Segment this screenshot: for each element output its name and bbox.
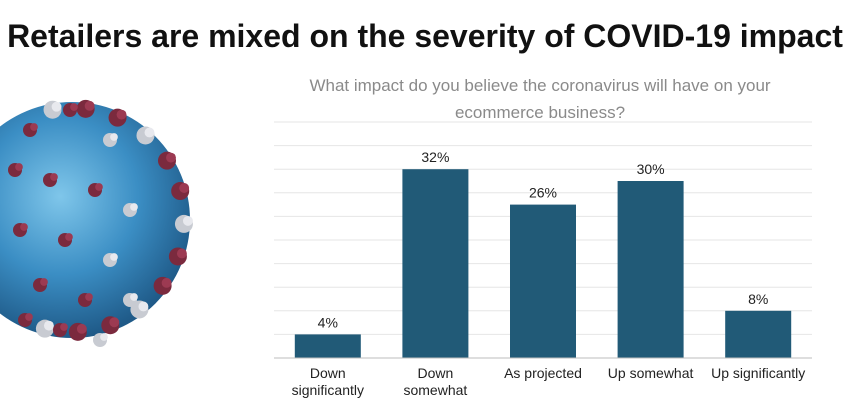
virus-spike-highlight <box>100 333 108 341</box>
virus-spike-highlight <box>43 320 54 331</box>
virus-spike-highlight <box>51 101 62 112</box>
virus-spike-highlight <box>65 233 73 241</box>
coronavirus-image <box>0 99 193 347</box>
virus-spike-highlight <box>70 103 78 111</box>
virus-spike-highlight <box>109 317 120 328</box>
bars <box>294 169 792 358</box>
bar <box>725 310 792 358</box>
virus-spike-highlight <box>84 100 95 111</box>
category-label: As projected <box>504 365 582 381</box>
virus-spike-highlight <box>116 109 127 120</box>
virus-spike-highlight <box>50 173 58 181</box>
virus-spike-highlight <box>40 278 48 286</box>
virus-spike-highlight <box>110 133 118 141</box>
bar-value-label: 26% <box>529 185 557 201</box>
category-label: Up somewhat <box>608 365 694 381</box>
category-labels: Down significantly Down somewhat As projecte… <box>292 365 806 398</box>
virus-spike-highlight <box>138 301 149 312</box>
virus-spike-highlight <box>30 123 38 131</box>
bar-value-label: 8% <box>748 291 768 307</box>
category-label: Down somewhat <box>403 365 467 398</box>
category-label: Up significantly <box>711 365 805 381</box>
virus-spike-highlight <box>161 277 172 288</box>
bar <box>294 334 361 358</box>
virus-spike-highlight <box>60 323 68 331</box>
virus-spike-highlight <box>85 293 93 301</box>
virus-spike-highlight <box>144 127 155 138</box>
virus-spike-highlight <box>130 203 138 211</box>
bar-value-label: 32% <box>421 149 449 165</box>
bar <box>617 181 684 358</box>
bar <box>510 204 576 358</box>
chart-title: Retailers are mixed on the severity of C… <box>7 18 843 54</box>
virus-spike-highlight <box>110 253 118 261</box>
virus-spike-highlight <box>176 248 187 259</box>
virus-spike-highlight <box>20 223 28 231</box>
virus-spike-highlight <box>95 183 103 191</box>
bar-value-label: 30% <box>637 161 665 177</box>
virus-spike-highlight <box>166 152 176 163</box>
category-label: Down significantly <box>292 365 364 398</box>
virus-spike-highlight <box>130 293 138 301</box>
virus-spike-highlight <box>179 183 190 193</box>
virus-spike-highlight <box>25 313 33 321</box>
virus-spike-highlight <box>15 163 23 171</box>
chart-subtitle: What impact do you believe the coronavir… <box>309 76 771 122</box>
bar-value-labels: 4% 32% 26% 30% 8% <box>318 149 769 330</box>
bar <box>402 169 469 358</box>
bar-value-label: 4% <box>318 314 338 330</box>
virus-spike-highlight <box>76 323 87 334</box>
virus-spike-highlight <box>182 215 193 226</box>
